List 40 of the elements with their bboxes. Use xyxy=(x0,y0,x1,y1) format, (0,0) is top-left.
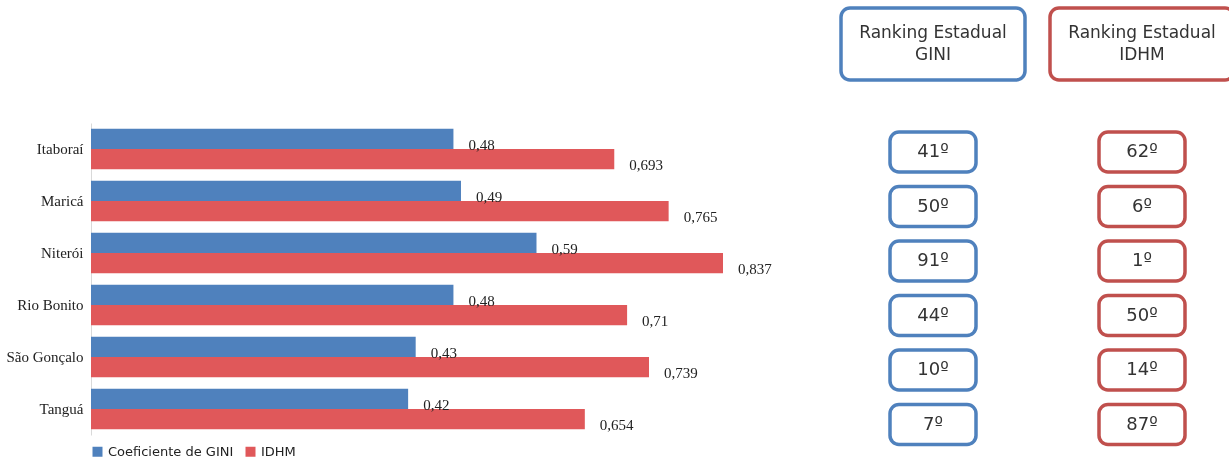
text: 1º xyxy=(1132,249,1152,270)
text: 41º xyxy=(917,140,949,161)
text: 44º xyxy=(917,303,949,325)
data-label: 0,59 xyxy=(551,240,578,257)
category-label: Ranking Estadual GINI xyxy=(859,22,1007,64)
legend-label: IDHM xyxy=(261,443,296,459)
text: 6º xyxy=(1132,194,1152,216)
data-label: 0,654 xyxy=(599,417,635,434)
text: 87º xyxy=(1126,412,1158,434)
bar xyxy=(91,232,537,253)
bar xyxy=(91,284,454,305)
text: 50º xyxy=(917,194,949,216)
data-label: 0,42 xyxy=(423,396,450,413)
y-tick-label: Niterói xyxy=(41,245,84,261)
data-label: 0,48 xyxy=(468,136,495,153)
legend-label: Coeficiente de GINI xyxy=(108,443,234,459)
data-label: 0,693 xyxy=(629,157,664,174)
text: 62º xyxy=(1126,140,1158,161)
y-tick-label: Rio Bonito xyxy=(17,297,84,313)
data-label: 0,71 xyxy=(642,313,669,330)
text: 7º xyxy=(923,412,943,434)
data-label: 0,43 xyxy=(430,344,457,361)
bar xyxy=(91,336,416,357)
data-label: 0,739 xyxy=(664,365,698,382)
data-label: 0,48 xyxy=(468,292,495,309)
text: 91º xyxy=(917,249,949,270)
category-label: Ranking Estadual IDHM xyxy=(1068,22,1216,64)
data-label: 0,49 xyxy=(475,188,503,205)
y-tick-label: Itaboraí xyxy=(36,141,84,157)
text: 50º xyxy=(1126,303,1158,325)
y-tick-label: Maricá xyxy=(41,193,84,209)
data-label: 0,765 xyxy=(683,209,718,226)
text: 10º xyxy=(917,358,949,379)
y-tick-label: São Gonçalo xyxy=(6,349,84,365)
bar xyxy=(91,388,409,409)
y-tick-label: Tanguá xyxy=(39,401,84,417)
text: 14º xyxy=(1126,358,1158,379)
bar xyxy=(91,180,461,201)
bar xyxy=(91,128,454,149)
data-label: 0,837 xyxy=(738,261,773,278)
